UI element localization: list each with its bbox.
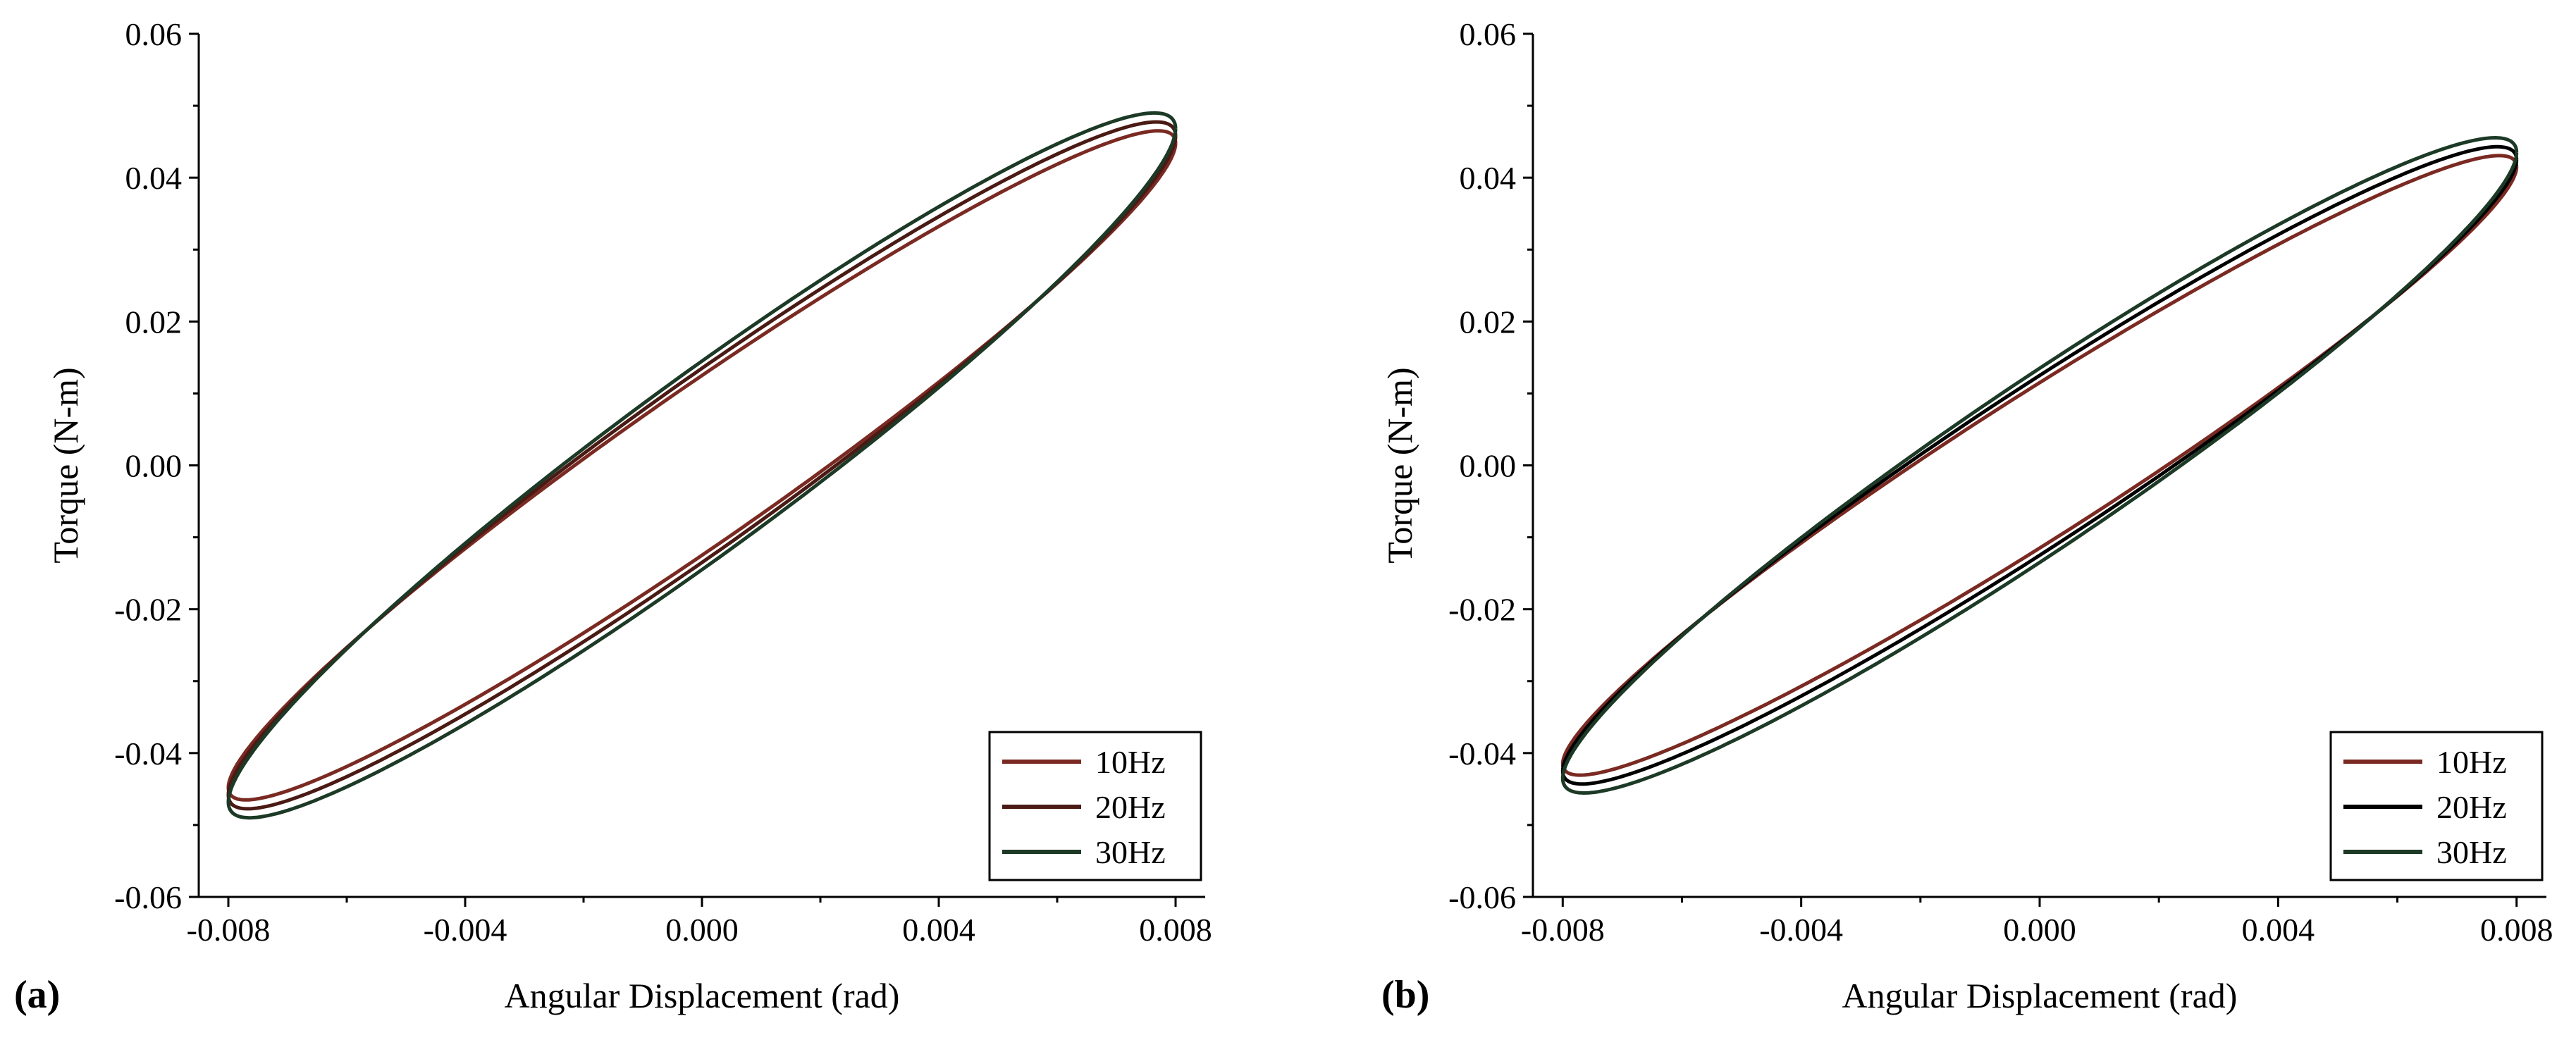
y-tick-label: -0.06 xyxy=(1448,879,1516,915)
y-tick-label: -0.06 xyxy=(114,879,182,915)
x-tick-label: 0.004 xyxy=(902,912,975,948)
legend-label-10Hz: 10Hz xyxy=(2436,744,2507,780)
y-tick-label: -0.04 xyxy=(114,736,182,772)
chart-panel-b: 0.06 0.04 0.02 0.00 -0.02 -0.04 -0.06-0.008 -0.… xyxy=(1380,16,2553,1017)
panel-label: (a) xyxy=(14,973,60,1017)
series-loop-10Hz xyxy=(1560,154,2519,777)
x-tick-label: 0.008 xyxy=(1139,912,1212,948)
y-tick-label: 0.00 xyxy=(1460,448,1517,484)
legend-label-20Hz: 20Hz xyxy=(2436,789,2507,825)
x-tick-label: -0.004 xyxy=(424,912,507,948)
legend-label-30Hz: 30Hz xyxy=(2436,834,2507,870)
panel-label: (b) xyxy=(1381,973,1429,1017)
x-tick-label: 0.004 xyxy=(2242,912,2315,948)
x-axis-title: Angular Displacement (rad) xyxy=(1842,976,2238,1015)
y-tick-label: 0.00 xyxy=(125,448,183,484)
y-tick-label: 0.04 xyxy=(125,160,183,196)
chart-panel-a: 0.06 0.04 0.02 0.00 -0.02 -0.04 -0.06-0.008 -0.… xyxy=(14,16,1212,1017)
x-tick-label: -0.004 xyxy=(1759,912,1843,948)
y-tick-label: -0.02 xyxy=(114,592,182,628)
legend-label-30Hz: 30Hz xyxy=(1095,834,1166,870)
x-axis-title: Angular Displacement (rad) xyxy=(505,976,900,1015)
y-tick-label: 0.06 xyxy=(1460,16,1517,52)
x-tick-label: 0.000 xyxy=(665,912,739,948)
y-tick-label: -0.04 xyxy=(1448,736,1516,772)
y-tick-label: 0.02 xyxy=(125,304,183,340)
series-loop-30Hz xyxy=(226,111,1178,820)
series-loop-20Hz xyxy=(1560,144,2519,786)
y-axis-title: Torque (N-m) xyxy=(46,367,85,563)
series-loop-10Hz xyxy=(226,129,1178,802)
x-tick-label: -0.008 xyxy=(1521,912,1605,948)
y-tick-label: 0.06 xyxy=(125,16,183,52)
x-tick-label: 0.008 xyxy=(2480,912,2553,948)
y-tick-label: -0.02 xyxy=(1448,592,1516,628)
y-tick-label: 0.02 xyxy=(1460,304,1517,340)
y-axis-title: Torque (N-m) xyxy=(1380,367,1419,563)
legend-label-10Hz: 10Hz xyxy=(1095,744,1166,780)
x-tick-label: -0.008 xyxy=(187,912,271,948)
series-loop-20Hz xyxy=(226,120,1178,811)
y-tick-label: 0.04 xyxy=(1460,160,1517,196)
legend-label-20Hz: 20Hz xyxy=(1095,789,1166,825)
x-tick-label: 0.000 xyxy=(2003,912,2076,948)
series-loop-30Hz xyxy=(1560,135,2519,795)
